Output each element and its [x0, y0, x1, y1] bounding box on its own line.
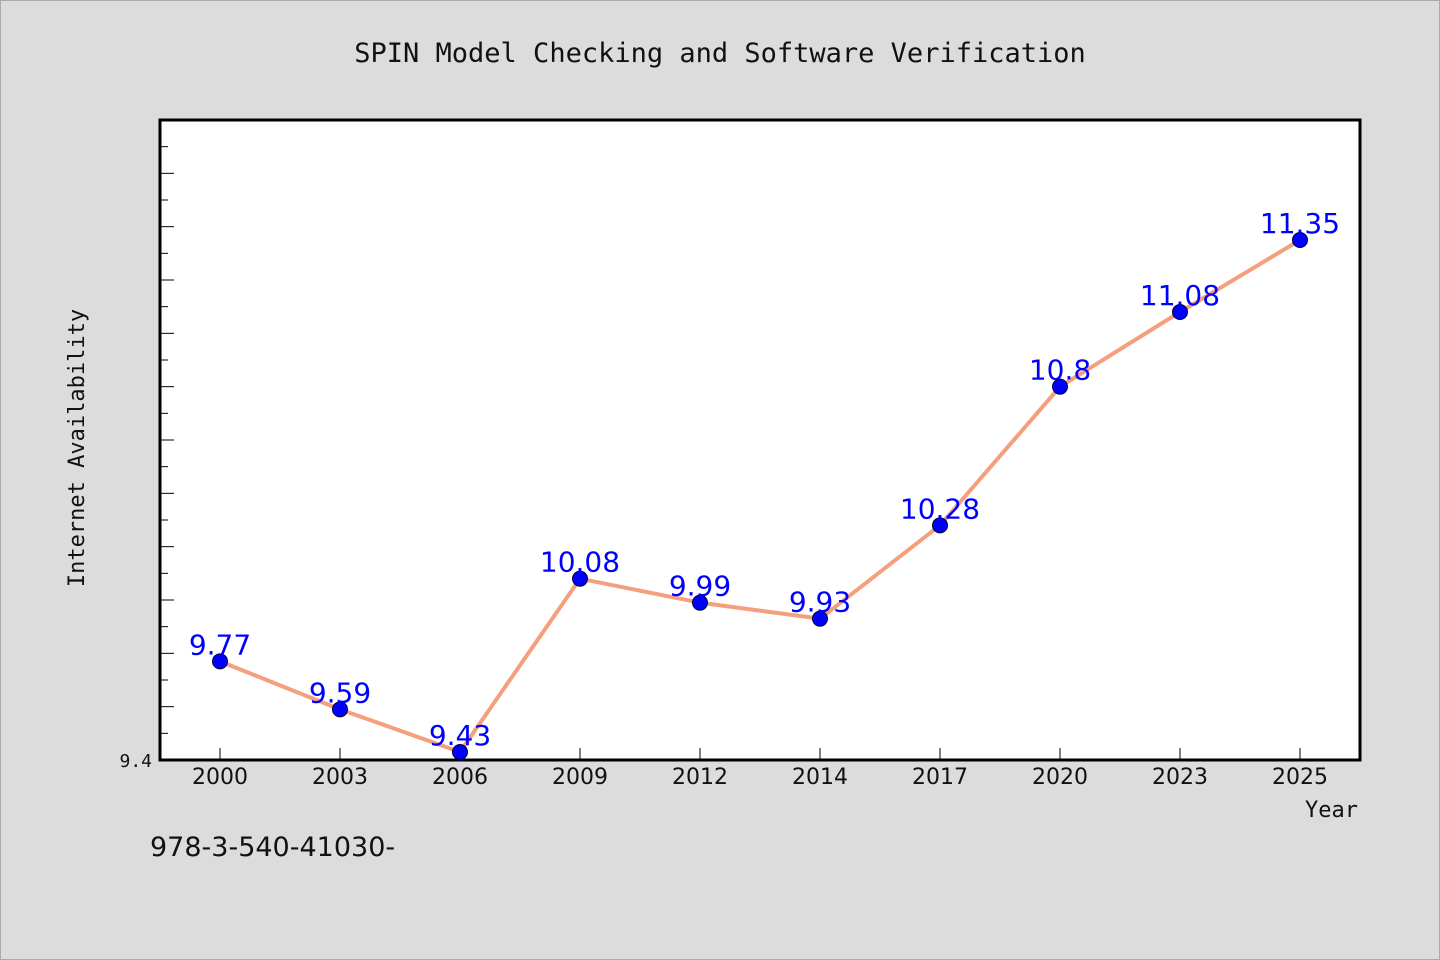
- data-point: [452, 744, 468, 760]
- data-point: [1052, 378, 1068, 395]
- chart-title: SPIN Model Checking and Software Verific…: [354, 38, 1086, 69]
- x-tick-label: 2017: [912, 765, 968, 790]
- data-label: 9.93: [789, 586, 851, 619]
- x-tick-label: 2009: [552, 765, 608, 790]
- data-point: [812, 610, 828, 627]
- x-tick-label: 2003: [312, 765, 368, 790]
- data-point: [1172, 304, 1188, 320]
- data-label: 11.35: [1260, 207, 1340, 240]
- x-tick-label: 2025: [1272, 765, 1328, 790]
- data-point: [1292, 232, 1308, 248]
- data-label: 10.28: [900, 492, 980, 525]
- plot-area: [158, 118, 1362, 762]
- data-label: 9.43: [429, 719, 491, 752]
- x-tick-labels: 2000 2003 2006 2009 2012 2014 2017 2020 2023 2025: [192, 765, 1328, 790]
- data-point: [692, 594, 708, 611]
- data-points: [212, 232, 1308, 760]
- data-label: 10.8: [1029, 354, 1091, 387]
- y-axis-ticks: [160, 146, 174, 734]
- x-tick-label: 2014: [792, 765, 848, 790]
- data-point: [212, 653, 228, 670]
- data-point: [332, 701, 348, 718]
- data-labels: 9.77 9.59 9.43 10.08 9.99 9.93 10.28 10.8 11.08 1…: [189, 207, 1340, 752]
- data-point: [572, 570, 588, 587]
- x-axis-label: Year: [1305, 798, 1358, 823]
- y-axis-label: Internet Availability: [65, 309, 90, 587]
- x-tick-label: 2006: [432, 765, 488, 790]
- data-label: 9.59: [309, 676, 371, 709]
- data-label: 10.08: [540, 546, 620, 579]
- footer-code: 978-3-540-41030-: [150, 832, 396, 863]
- x-tick-label: 2012: [672, 765, 728, 790]
- y-tick-label: 9.4: [119, 751, 152, 772]
- x-tick-label: 2023: [1152, 765, 1208, 790]
- x-tick-label: 2020: [1032, 765, 1088, 790]
- data-label: 11.08: [1140, 279, 1220, 312]
- data-label: 9.77: [189, 628, 251, 661]
- x-tick-label: 2000: [192, 765, 248, 790]
- series-line: [219, 238, 1302, 754]
- data-label: 9.99: [669, 570, 731, 603]
- data-point: [932, 517, 948, 534]
